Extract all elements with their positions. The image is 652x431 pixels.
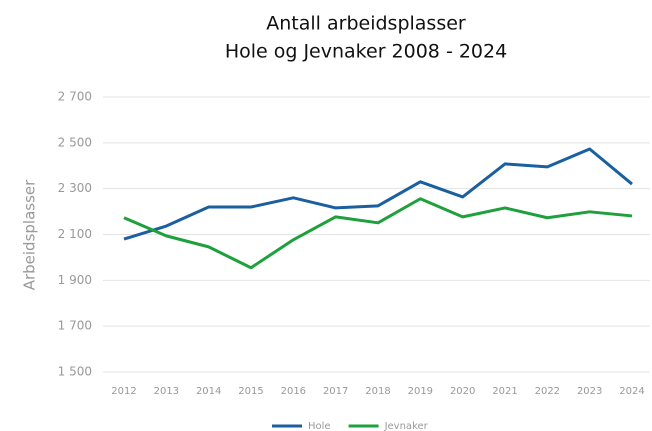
line-series	[123, 197, 633, 270]
x-tick-label: 2024	[619, 386, 644, 397]
y-tick-label: 1 900	[58, 273, 92, 287]
x-tick-label: 2014	[196, 386, 221, 397]
x-tick-label: 2017	[323, 386, 348, 397]
y-tick-label: 2 300	[58, 181, 92, 195]
x-tick-label: 2012	[111, 386, 136, 397]
x-tick-label: 2023	[577, 386, 602, 397]
y-tick-label: 1 500	[58, 365, 92, 379]
y-tick-label: 2 700	[58, 90, 92, 104]
line-series	[123, 147, 633, 241]
x-tick-label: 2019	[408, 386, 433, 397]
chart-subtitle: Hole og Jevnaker 2008 - 2024	[225, 41, 507, 63]
y-tick-label: 2 100	[58, 227, 92, 241]
x-tick-label: 2018	[365, 386, 390, 397]
x-tick-label: 2013	[154, 386, 179, 397]
y-tick-label: 2 500	[58, 135, 92, 149]
x-tick-label: 2015	[238, 386, 263, 397]
y-axis-label: Arbeidsplasser	[21, 179, 39, 290]
x-tick-label: 2016	[281, 386, 306, 397]
x-tick-label: 2022	[535, 386, 560, 397]
legend-label: Jevnaker	[384, 421, 429, 431]
x-tick-label: 2021	[492, 386, 517, 397]
chart-title: Antall arbeidsplasser	[266, 13, 466, 35]
legend-label: Hole	[308, 421, 331, 431]
y-tick-label: 1 700	[58, 319, 92, 333]
x-tick-label: 2020	[450, 386, 475, 397]
